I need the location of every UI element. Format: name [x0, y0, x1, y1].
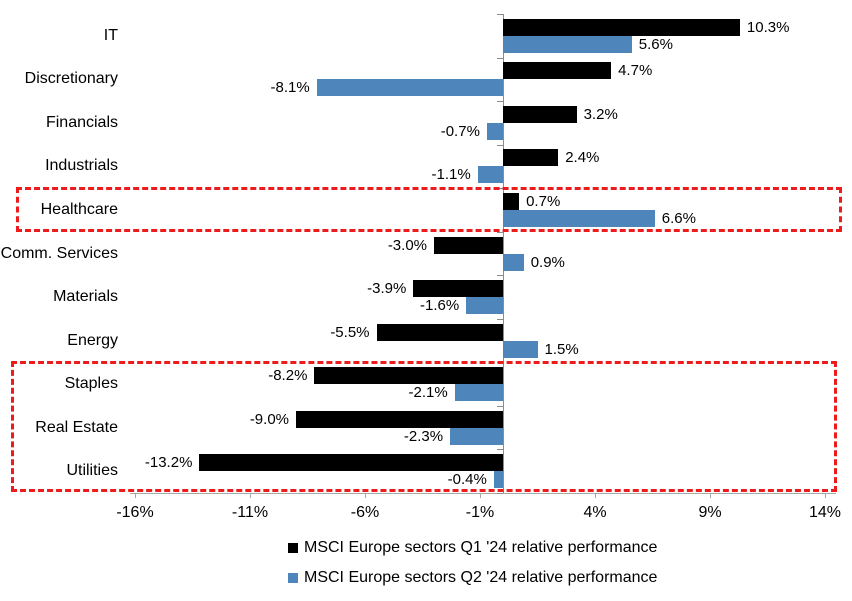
y-axis-tick — [497, 449, 503, 451]
category-label: Materials — [53, 288, 118, 306]
y-axis-tick — [497, 57, 503, 59]
value-label: 0.9% — [530, 253, 565, 271]
value-label: -3.9% — [367, 280, 407, 298]
value-label: -2.3% — [403, 427, 444, 445]
x-axis-line — [130, 493, 836, 494]
bar-q2 — [503, 209, 655, 227]
bar-q1 — [199, 454, 503, 472]
value-label: -2.1% — [408, 384, 448, 402]
bar-q1 — [503, 62, 612, 80]
x-axis-tick-label: -11% — [231, 504, 269, 521]
category-label: IT — [103, 26, 118, 44]
value-label: -8.1% — [270, 79, 310, 97]
highlight-box-healthcare — [16, 187, 842, 232]
value-label: 6.6% — [661, 209, 696, 227]
category-label: Energy — [67, 331, 118, 349]
y-axis-tick — [497, 405, 503, 407]
value-label: -0.4% — [447, 471, 487, 489]
bar-q1 — [503, 149, 559, 167]
x-axis-tick-label: -16% — [116, 504, 154, 521]
y-axis-tick — [497, 362, 503, 364]
category-label: Healthcare — [40, 200, 118, 218]
x-axis-tick-label: 9% — [698, 504, 722, 521]
x-axis-tick — [250, 493, 251, 498]
y-axis-tick — [497, 231, 503, 233]
x-axis-tick — [365, 493, 366, 498]
bar-q1 — [314, 367, 503, 385]
value-label: -8.2% — [268, 367, 308, 385]
value-label: -13.2% — [144, 454, 193, 472]
x-axis-tick — [595, 493, 596, 498]
q2-series-swatch-icon — [288, 573, 298, 583]
x-axis-tick — [480, 493, 481, 498]
y-axis-tick — [497, 275, 503, 277]
category-label: Industrials — [45, 157, 118, 175]
value-label: -9.0% — [249, 410, 289, 428]
value-label: 0.7% — [526, 192, 561, 210]
bar-q1 — [434, 236, 503, 254]
bar-q2 — [503, 340, 538, 358]
x-axis-tick — [710, 493, 711, 498]
legend-item-q2: MSCI Europe sectors Q2 '24 relative perf… — [288, 569, 657, 587]
bar-q2 — [503, 35, 632, 53]
y-axis-tick — [497, 14, 503, 15]
value-label: 1.5% — [544, 340, 579, 358]
y-axis-tick — [497, 144, 503, 146]
value-label: -0.7% — [440, 122, 480, 140]
bar-q1 — [376, 323, 503, 341]
value-label: 3.2% — [583, 105, 618, 123]
bar-q2 — [450, 427, 503, 445]
q1-series-swatch-icon — [288, 543, 298, 553]
value-label: -1.6% — [420, 297, 460, 315]
category-label: Real Estate — [35, 418, 118, 436]
legend-label-q2: MSCI Europe sectors Q2 '24 relative perf… — [304, 569, 658, 586]
y-axis-tick — [497, 318, 503, 320]
x-axis-tick-label: 4% — [583, 504, 607, 521]
category-label: Financials — [45, 113, 118, 131]
category-label: Utilities — [66, 462, 118, 480]
bar-q2 — [503, 253, 524, 271]
value-label: -3.0% — [387, 236, 427, 254]
value-label: -5.5% — [330, 323, 370, 341]
category-label: Discretionary — [24, 70, 118, 88]
bar-q2 — [486, 122, 503, 140]
legend-item-q1: MSCI Europe sectors Q1 '24 relative perf… — [288, 539, 657, 557]
bar-q2 — [493, 471, 503, 489]
x-axis-tick-label: -1% — [465, 504, 495, 521]
bar-q1 — [296, 410, 503, 428]
bar-q1 — [413, 280, 503, 298]
value-label: 2.4% — [565, 149, 600, 167]
x-axis-tick — [825, 493, 826, 498]
value-label: 5.6% — [638, 35, 673, 53]
bar-q2 — [466, 297, 503, 315]
bar-q1 — [503, 192, 520, 210]
category-label: Staples — [64, 375, 118, 393]
y-axis-tick — [497, 493, 503, 494]
value-label: 10.3% — [746, 18, 790, 36]
y-axis-tick — [497, 101, 503, 103]
bar-q1 — [503, 105, 577, 123]
value-label: -1.1% — [431, 166, 471, 184]
y-axis-tick — [497, 188, 503, 190]
x-axis-tick-label: -6% — [350, 504, 380, 521]
bar-q2 — [477, 166, 503, 184]
legend-label-q1: MSCI Europe sectors Q1 '24 relative perf… — [304, 539, 658, 556]
x-axis-tick — [135, 493, 136, 498]
x-axis-tick-label: 14% — [808, 504, 842, 521]
bar-q1 — [503, 18, 740, 36]
bar-q2 — [454, 384, 503, 402]
bar-q2 — [316, 79, 503, 97]
value-label: 4.7% — [618, 62, 653, 80]
category-label: Comm. Services — [0, 244, 118, 262]
